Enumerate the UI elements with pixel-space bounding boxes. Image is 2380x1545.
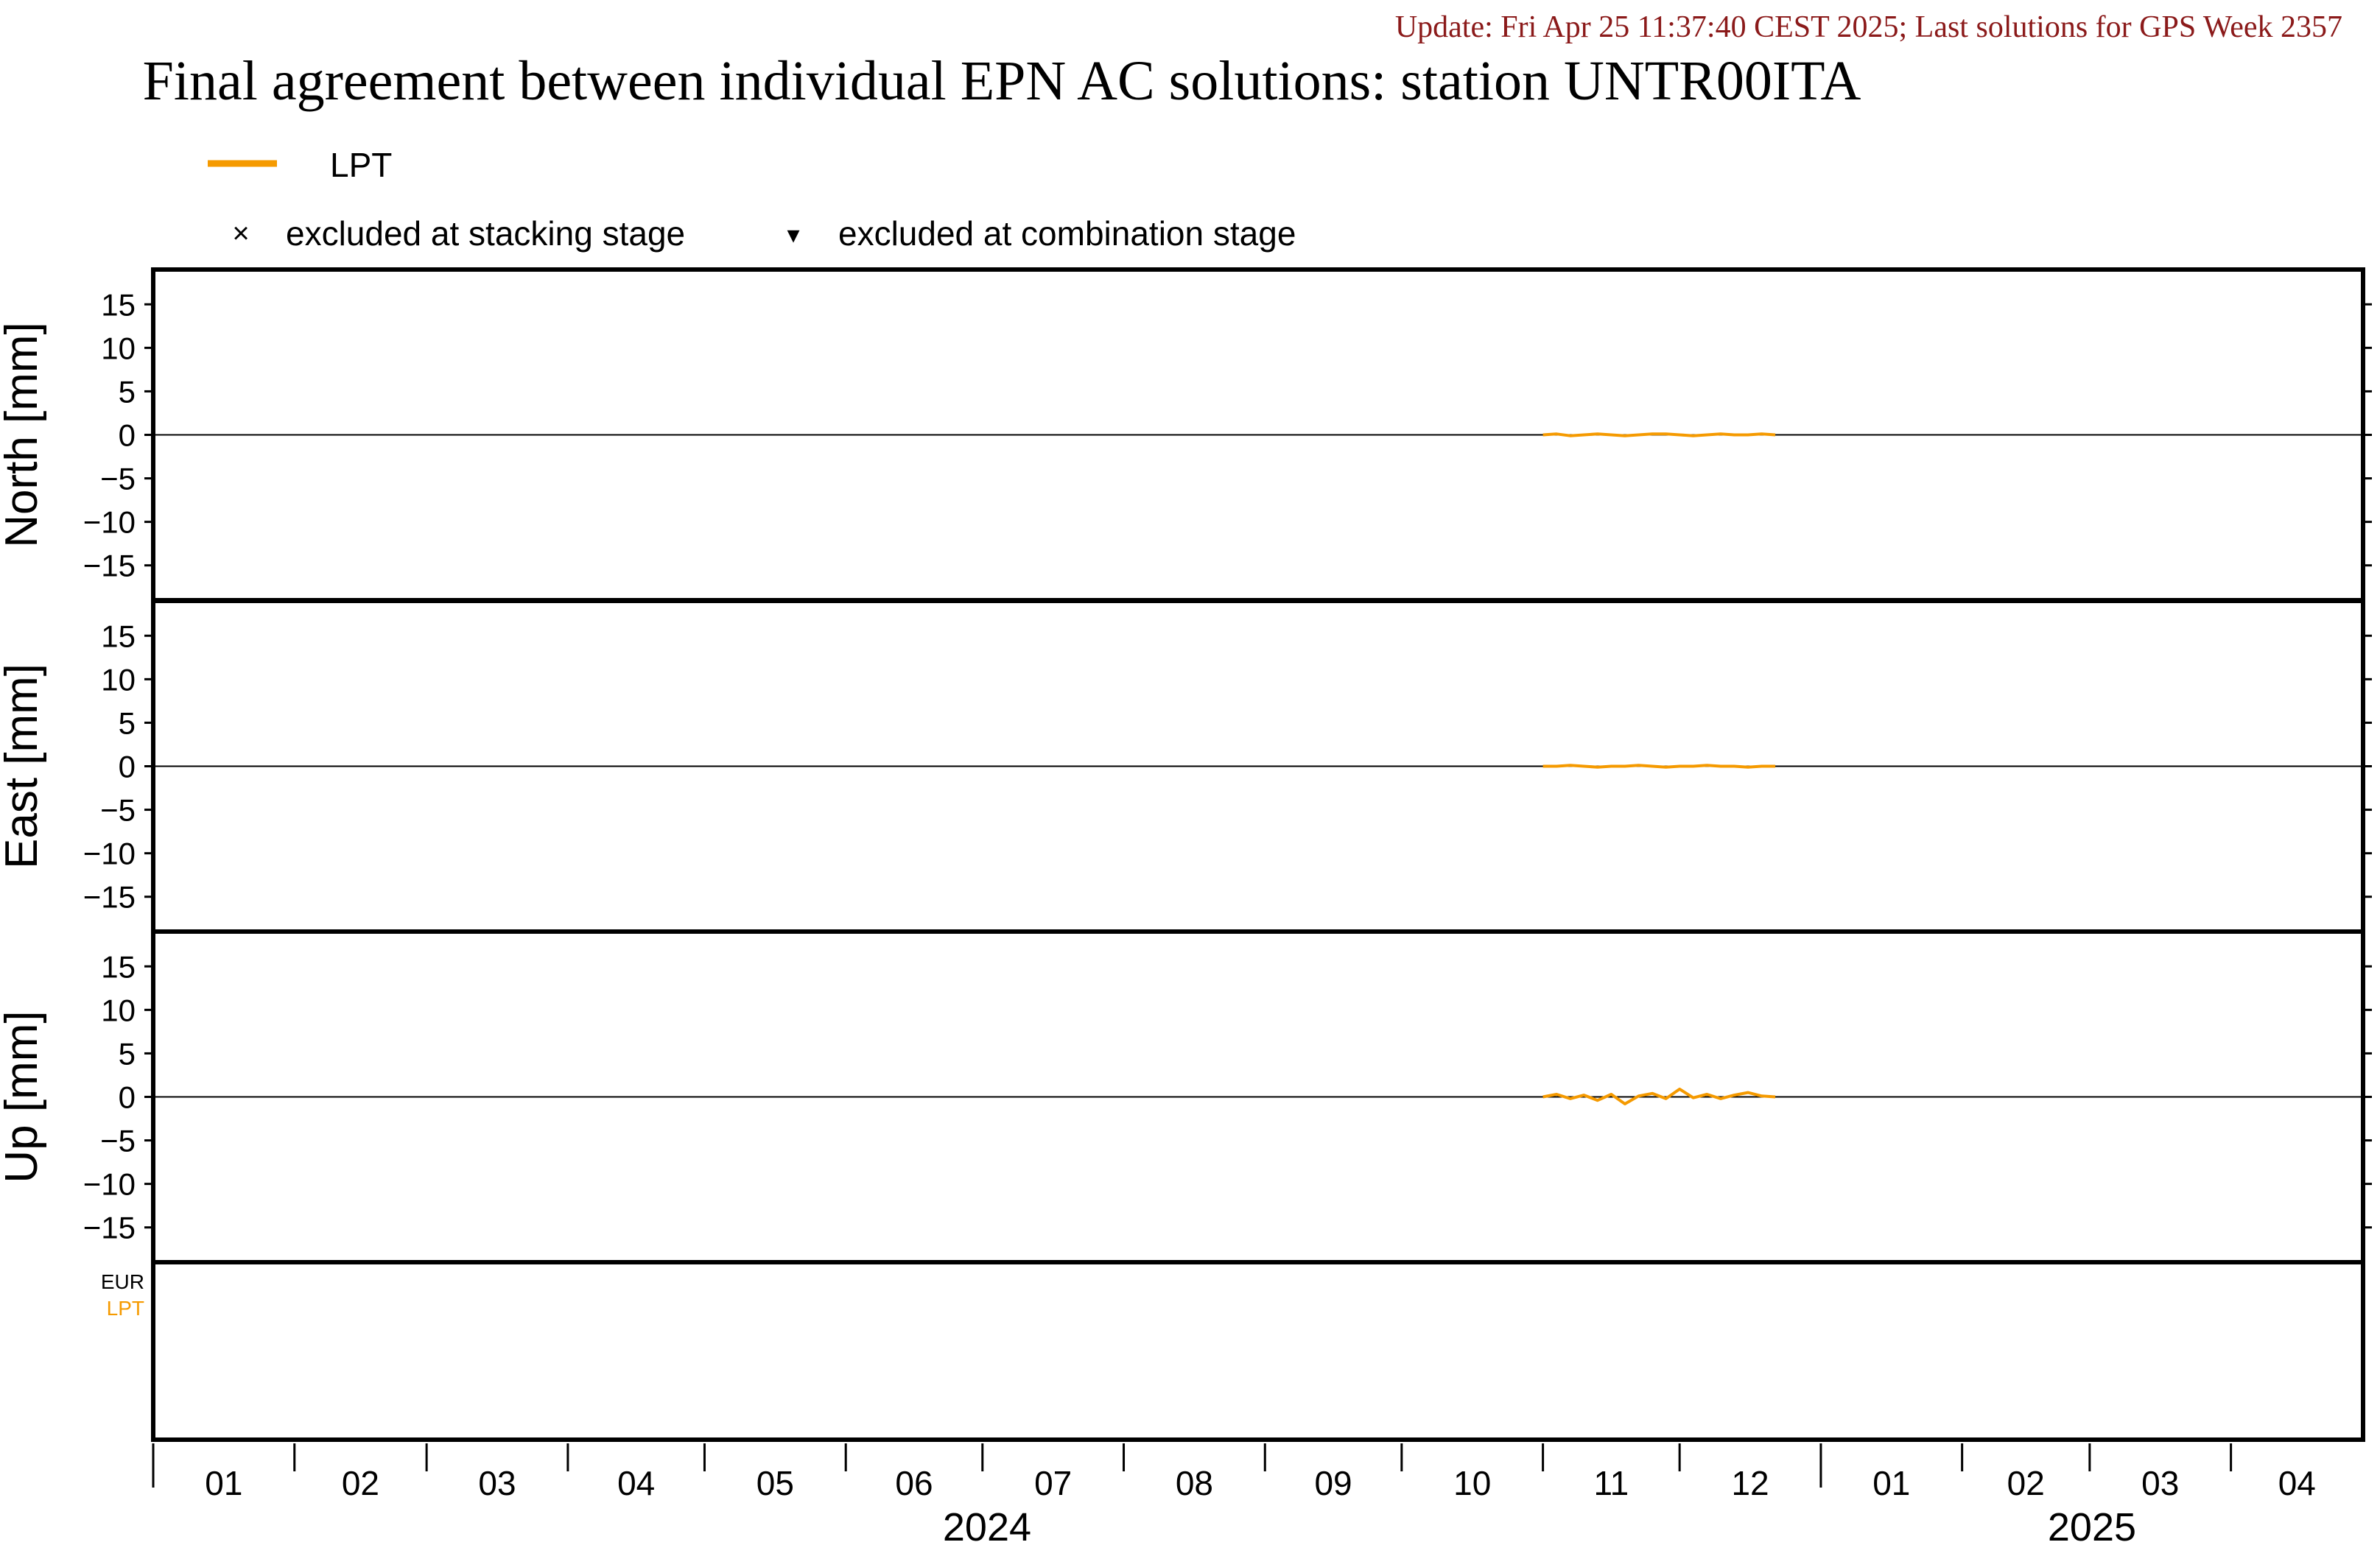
y-axis-label: East [mm] — [0, 664, 47, 869]
legend-stacking-label: excluded at stacking stage — [286, 214, 685, 253]
legend-triangle-icon: ▾ — [787, 221, 799, 249]
panel-3: 15 10 5 0 −5 −10 −15 Up [mm] — [0, 929, 2372, 1264]
x-tick-label: 01 — [205, 1464, 242, 1502]
y-tick-label: −15 — [83, 880, 136, 915]
y-tick-label: 0 — [119, 418, 136, 453]
series-line-lpt — [1542, 764, 1776, 769]
x-tick-label: 07 — [1034, 1464, 1072, 1502]
availability-panel: EUR LPT — [101, 1260, 2365, 1442]
x-axis: 01 02 03 04 05 06 07 08 09 10 11 12 01 02 03 04 2024 2025 — [152, 1443, 2316, 1545]
x-tick-label: 08 — [1176, 1464, 1213, 1502]
y-tick-label: −5 — [100, 462, 136, 496]
y-tick-label: 15 — [101, 619, 136, 653]
x-tick-label: 03 — [2141, 1464, 2179, 1502]
y-tick-label: −10 — [83, 505, 136, 540]
y-tick-label: 15 — [101, 287, 136, 322]
series-line-lpt — [1542, 1087, 1776, 1105]
y-tick-label: 5 — [119, 374, 136, 409]
y-tick-label: −5 — [100, 1124, 136, 1158]
series-line-lpt — [1542, 432, 1776, 437]
panels: 15 10 5 0 −5 −10 −15 North [mm] 15 10 5 0 −5 −10 −15 Ea… — [0, 267, 2372, 1264]
y-tick-label: 15 — [101, 949, 136, 984]
availability-label: LPT — [107, 1297, 144, 1320]
y-tick-label: 0 — [119, 750, 136, 784]
x-year-label: 2025 — [2048, 1505, 2136, 1545]
legend-cross-icon: × — [232, 217, 249, 250]
x-tick-label: 09 — [1314, 1464, 1352, 1502]
availability-frame — [151, 1260, 2365, 1442]
y-tick-label: 5 — [119, 1036, 136, 1071]
y-tick-label: −10 — [83, 1167, 136, 1202]
x-tick-label: 12 — [1731, 1464, 1769, 1502]
y-tick-label: −10 — [83, 837, 136, 871]
y-axis-label: Up [mm] — [0, 1010, 47, 1183]
y-tick-label: 10 — [101, 331, 136, 365]
x-tick-label: 02 — [342, 1464, 379, 1502]
x-tick-label: 01 — [1872, 1464, 1910, 1502]
x-tick-label: 03 — [478, 1464, 516, 1502]
panel-1: 15 10 5 0 −5 −10 −15 North [mm] — [0, 267, 2372, 602]
legend-lpt-label: LPT — [330, 146, 392, 184]
panel-2: 15 10 5 0 −5 −10 −15 East [mm] — [0, 599, 2372, 934]
x-tick-label: 11 — [1593, 1464, 1629, 1502]
y-tick-label: 10 — [101, 993, 136, 1027]
y-tick-label: 5 — [119, 705, 136, 740]
y-tick-label: 0 — [119, 1080, 136, 1115]
y-tick-label: −15 — [83, 1211, 136, 1245]
y-axis-label: North [mm] — [0, 322, 47, 548]
x-tick-label: 05 — [757, 1464, 794, 1502]
x-tick-label: 02 — [2007, 1464, 2045, 1502]
x-tick-label: 10 — [1453, 1464, 1491, 1502]
x-tick-label: 04 — [2278, 1464, 2316, 1502]
legend: LPT × excluded at stacking stage ▾ exclu… — [208, 146, 1296, 253]
x-tick-label: 06 — [895, 1464, 933, 1502]
y-tick-label: 10 — [101, 662, 136, 697]
x-year-label: 2024 — [943, 1505, 1031, 1545]
availability-label: EUR — [101, 1270, 144, 1293]
chart-title: Final agreement between individual EPN A… — [143, 50, 1861, 112]
update-line: Update: Fri Apr 25 11:37:40 CEST 2025; L… — [1395, 10, 2342, 44]
x-tick-label: 04 — [617, 1464, 655, 1502]
legend-combination-label: excluded at combination stage — [838, 214, 1296, 253]
y-tick-label: −5 — [100, 793, 136, 828]
y-tick-label: −15 — [83, 549, 136, 583]
